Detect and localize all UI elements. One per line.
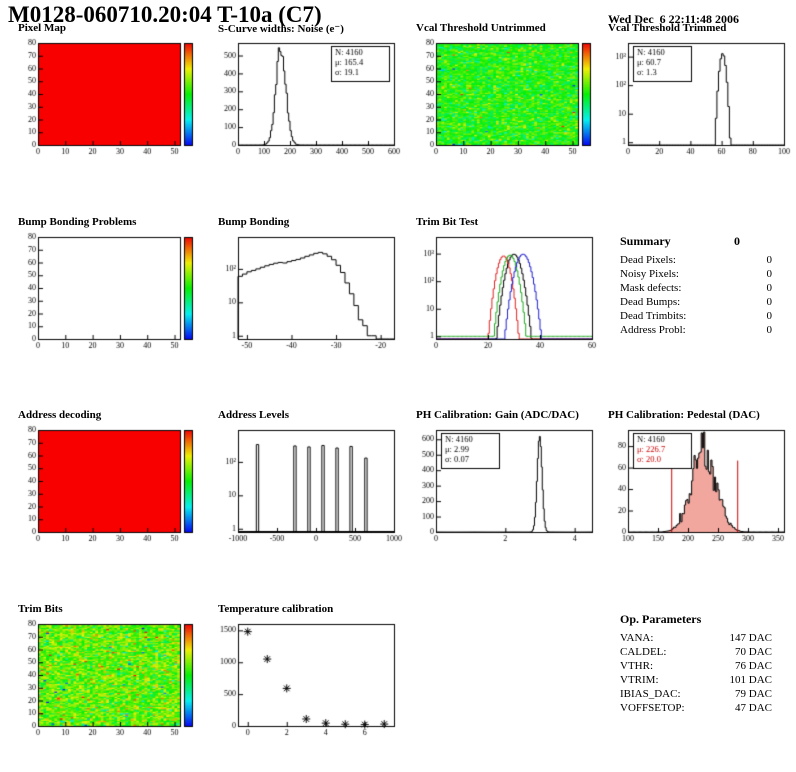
op-parameter-value: 101 DAC xyxy=(729,674,772,686)
panel-address-decoding: Address decoding xyxy=(8,409,204,549)
summary-panel: Summary 0 Dead Pixels: 0 Noisy Pixels: 0 M… xyxy=(620,234,772,337)
summary-heading-row: Summary 0 xyxy=(620,234,740,249)
panel-address-levels: Address Levels xyxy=(208,409,404,549)
summary-row-label: Mask defects: xyxy=(620,282,682,294)
summary-row-label: Dead Trimbits: xyxy=(620,310,687,322)
op-parameter-label: VANA: xyxy=(620,632,654,644)
op-parameter-row: CALDEL: 70 DAC xyxy=(620,645,772,659)
op-parameter-row: VTRIM: 101 DAC xyxy=(620,673,772,687)
op-parameter-value: 79 DAC xyxy=(735,688,772,700)
panel-title: PH Calibration: Gain (ADC/DAC) xyxy=(416,409,579,421)
panel-title: Bump Bonding xyxy=(218,216,290,228)
ph-pedestal-chart xyxy=(598,423,794,549)
op-parameters-heading-row: Op. Parameters xyxy=(620,612,770,627)
panel-temperature-calibration: Temperature calibration xyxy=(208,603,404,743)
bump-bonding-chart xyxy=(208,230,404,356)
op-parameter-value: 76 DAC xyxy=(735,660,772,672)
op-parameter-label: IBIAS_DAC: xyxy=(620,688,681,700)
address-decoding-chart xyxy=(8,423,204,549)
bump-bonding-problems-chart xyxy=(8,230,204,356)
panel-title: Trim Bits xyxy=(18,603,63,615)
panel-ph-pedestal: PH Calibration: Pedestal (DAC) xyxy=(598,409,794,549)
summary-row: Mask defects: 0 xyxy=(620,281,772,295)
page-title: M0128-060710.20:04 T-10a (C7) xyxy=(8,2,322,27)
panel-vcal-untrimmed: Vcal Threshold Untrimmed xyxy=(406,22,602,162)
summary-row-value: 0 xyxy=(766,296,773,308)
panel-pixel-map: Pixel Map xyxy=(8,22,204,162)
pixel-map-chart xyxy=(8,36,204,162)
op-parameter-value: 70 DAC xyxy=(735,646,772,658)
panel-title: Vcal Threshold Trimmed xyxy=(608,22,727,34)
panel-bump-bonding-problems: Bump Bonding Problems xyxy=(8,216,204,356)
panel-title: Vcal Threshold Untrimmed xyxy=(416,22,546,34)
summary-row-value: 0 xyxy=(766,310,773,322)
scurve-noise-chart xyxy=(208,36,404,162)
panel-title: Address decoding xyxy=(18,409,102,421)
summary-row-value: 0 xyxy=(766,254,773,266)
panel-title: S-Curve widths: Noise (e⁻) xyxy=(218,23,344,35)
summary-row-label: Dead Bumps: xyxy=(620,296,681,308)
op-parameter-label: VOFFSETOP: xyxy=(620,702,685,714)
summary-grade: 0 xyxy=(734,234,740,248)
trim-bit-test-chart xyxy=(406,230,602,356)
address-levels-chart xyxy=(208,423,404,549)
vcal-trimmed-chart xyxy=(598,36,794,162)
panel-ph-gain: PH Calibration: Gain (ADC/DAC) xyxy=(406,409,602,549)
op-parameter-value: 147 DAC xyxy=(729,632,772,644)
summary-row: Dead Bumps: 0 xyxy=(620,295,772,309)
panel-title: PH Calibration: Pedestal (DAC) xyxy=(608,409,760,421)
summary-row-value: 0 xyxy=(766,324,773,336)
panel-trim-bits: Trim Bits xyxy=(8,603,204,743)
summary-row-label: Dead Pixels: xyxy=(620,254,676,266)
summary-row: Dead Trimbits: 0 xyxy=(620,309,772,323)
summary-row: Noisy Pixels: 0 xyxy=(620,267,772,281)
op-parameter-value: 47 DAC xyxy=(735,702,772,714)
trim-bits-chart xyxy=(8,617,204,743)
panel-bump-bonding: Bump Bonding xyxy=(208,216,404,356)
panel-trim-bit-test: Trim Bit Test xyxy=(406,216,602,356)
summary-row: Address Probl: 0 xyxy=(620,323,772,337)
panel-scurve-noise: S-Curve widths: Noise (e⁻) xyxy=(208,22,404,162)
vcal-untrimmed-chart xyxy=(406,36,602,162)
ph-gain-chart xyxy=(406,423,602,549)
panel-title: Pixel Map xyxy=(18,22,66,34)
summary-row-value: 0 xyxy=(766,282,773,294)
op-parameter-row: IBIAS_DAC: 79 DAC xyxy=(620,687,772,701)
summary-heading: Summary xyxy=(620,234,671,248)
summary-row: Dead Pixels: 0 xyxy=(620,253,772,267)
op-parameter-row: VTHR: 76 DAC xyxy=(620,659,772,673)
op-parameter-row: VOFFSETOP: 47 DAC xyxy=(620,701,772,715)
op-parameter-label: VTHR: xyxy=(620,660,653,672)
op-parameter-row: VANA: 147 DAC xyxy=(620,631,772,645)
op-parameters-panel: Op. Parameters VANA: 147 DAC CALDEL: 70 DA… xyxy=(620,612,772,715)
panel-title: Trim Bit Test xyxy=(416,216,479,228)
temperature-calibration-chart xyxy=(208,617,404,743)
summary-row-value: 0 xyxy=(766,268,773,280)
page-datetime: Wed Dec 6 22:11:48 2006 xyxy=(608,12,739,26)
op-parameters-heading: Op. Parameters xyxy=(620,612,702,626)
panel-title: Bump Bonding Problems xyxy=(18,216,137,228)
panel-title: Address Levels xyxy=(218,409,289,421)
summary-row-label: Noisy Pixels: xyxy=(620,268,679,280)
panel-title: Temperature calibration xyxy=(218,603,334,615)
summary-row-label: Address Probl: xyxy=(620,324,686,336)
op-parameter-label: VTRIM: xyxy=(620,674,659,686)
panel-vcal-trimmed: Vcal Threshold Trimmed xyxy=(598,22,794,162)
op-parameter-label: CALDEL: xyxy=(620,646,667,658)
